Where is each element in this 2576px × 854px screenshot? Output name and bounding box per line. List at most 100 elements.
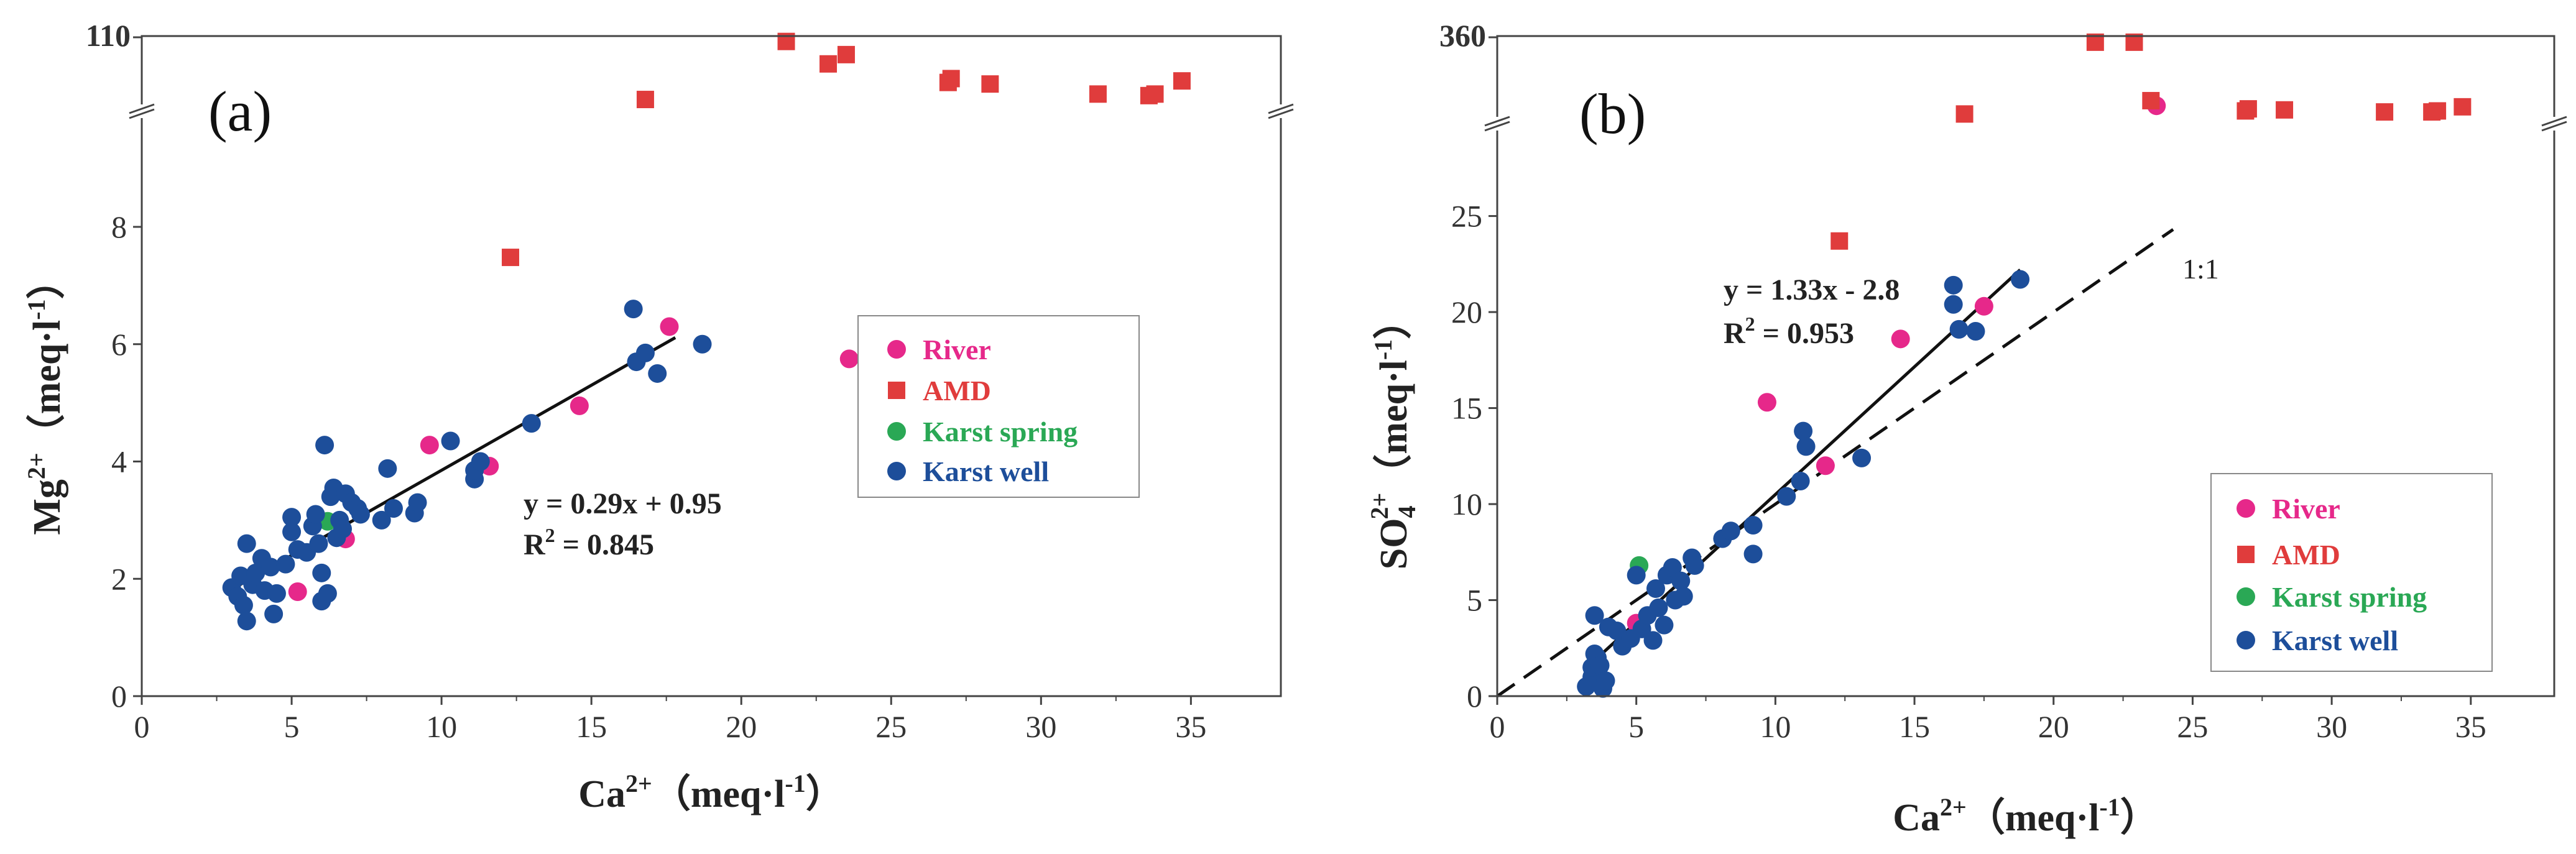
point-karst-well <box>1852 448 1872 467</box>
panel-a-points <box>222 32 1191 631</box>
point-karst-well <box>237 612 256 631</box>
point-amd-above-break <box>942 70 960 88</box>
point-karst-well <box>1949 319 1969 339</box>
panel-b-break-gap-left <box>1485 117 1510 131</box>
y-tick-label: 0 <box>111 679 127 714</box>
point-river <box>839 349 859 369</box>
point-amd-above-break <box>2239 100 2257 118</box>
point-karst-well <box>441 431 460 451</box>
point-river <box>570 396 589 415</box>
panel-a-x-axis-label: Ca2+（meq·l-1） <box>578 769 844 815</box>
panel-b-legend: River AMD Karst spring Karst well <box>2210 473 2493 672</box>
panel-a-legend-marker-river <box>887 340 906 359</box>
point-karst-well <box>648 364 667 383</box>
point-karst-well <box>267 584 286 603</box>
panel-b-break-gap-right <box>2542 117 2567 131</box>
panel-a-legend: River AMD Karst spring Karst well <box>857 315 1140 498</box>
point-karst-well <box>264 604 284 623</box>
panel-a-break-mark-right-1 <box>1268 108 1294 119</box>
point-karst-well <box>333 520 353 539</box>
panel-a-axis-break <box>129 103 1294 119</box>
y-tick-label: 10 <box>1451 487 1482 521</box>
x-tick-label: 15 <box>1899 709 1930 744</box>
point-karst-well <box>1796 437 1816 456</box>
point-karst-well <box>309 534 328 553</box>
point-karst-well <box>1721 521 1740 541</box>
point-karst-well <box>1674 587 1693 606</box>
panel-b-ticks: 0 5 10 15 20 25 30 35 0 5 10 15 20 25 <box>1451 36 2486 744</box>
point-karst-well <box>693 334 712 354</box>
point-karst-well <box>1791 471 1810 490</box>
x-tick-label: 10 <box>1760 709 1791 744</box>
point-river <box>420 436 439 455</box>
panel-b-break-mark-right-1 <box>2541 121 2567 132</box>
point-karst-well <box>635 343 655 362</box>
point-amd-above-break <box>2454 98 2472 116</box>
point-karst-well <box>1627 566 1646 585</box>
point-karst-well <box>282 522 302 541</box>
panel-b-label: (b) <box>1579 82 1646 145</box>
panel-b-legend-marker-river <box>2237 499 2255 518</box>
point-karst-well <box>1649 598 1668 617</box>
point-amd-above-break <box>1089 85 1107 103</box>
point-karst-well <box>315 436 335 455</box>
panel-a-y-axis-label: Mg2+（meq·l-1） <box>22 260 68 535</box>
panel-a-break-gap-right <box>1268 104 1293 118</box>
point-karst-well <box>1671 571 1691 590</box>
panel-b-legend-label-river: River <box>2272 493 2340 525</box>
point-amd-above-break <box>1173 72 1191 90</box>
point-amd <box>1830 232 1849 250</box>
point-amd-above-break <box>819 55 838 73</box>
point-karst-well <box>234 595 253 615</box>
point-karst-well <box>1646 579 1665 598</box>
point-karst-well <box>261 558 280 577</box>
x-tick-label: 5 <box>1628 709 1644 744</box>
point-karst-well <box>282 508 302 527</box>
panel-a: 0 5 10 15 20 25 30 35 0 2 4 6 8 110 (a) y = 0.29x + … <box>22 18 1294 815</box>
point-karst-well <box>408 493 427 512</box>
point-karst-well <box>1585 606 1604 625</box>
y-tick-label: 20 <box>1451 295 1482 329</box>
panel-b-legend-label-karst-well: Karst well <box>2272 625 2398 656</box>
point-karst-well <box>624 300 643 319</box>
point-river <box>1891 329 1910 349</box>
panel-b-legend-marker-karst-spring <box>2237 587 2255 606</box>
point-karst-well <box>237 534 256 553</box>
point-karst-well <box>378 459 397 478</box>
point-river <box>288 582 307 602</box>
panel-b-axis-break <box>1484 116 2567 132</box>
panel-b-legend-box <box>2210 473 2493 672</box>
x-tick-label: 30 <box>2316 709 2347 744</box>
panel-b-r2-value: = 0.953 <box>1755 317 1854 350</box>
point-karst-well <box>522 414 541 433</box>
panel-a-legend-label-river: River <box>923 334 991 365</box>
y-tick-label: 8 <box>111 209 127 244</box>
panel-b-equation: y = 1.33x - 2.8 <box>1724 273 1900 306</box>
panel-a-break-mark-left-1 <box>129 108 155 119</box>
point-karst-well <box>1590 656 1610 675</box>
panel-a-label: (a) <box>208 80 272 143</box>
panel-a-ticks: 0 5 10 15 20 25 30 35 0 2 4 6 8 <box>111 36 1206 744</box>
panel-a-legend-marker-amd <box>888 382 905 399</box>
x-tick-label: 25 <box>875 709 907 744</box>
panel-a-r2-main: R <box>524 528 546 561</box>
point-karst-well <box>1685 556 1704 575</box>
y-tick-label: 15 <box>1451 391 1482 426</box>
point-karst-well <box>471 452 490 471</box>
point-river <box>1757 393 1776 412</box>
point-karst-well <box>1944 275 1963 295</box>
x-tick-label: 25 <box>2177 709 2208 744</box>
panel-b-y-axis-label: SO42+（meq·l-1） <box>1365 301 1421 569</box>
point-karst-well <box>1607 621 1627 640</box>
point-amd-above-break <box>1955 105 1974 123</box>
x-tick-label: 5 <box>284 709 300 744</box>
point-karst-well <box>1944 295 1963 314</box>
point-karst-well <box>1655 615 1674 635</box>
point-karst-well <box>384 499 403 518</box>
point-amd <box>501 249 519 267</box>
x-tick-label: 10 <box>426 709 457 744</box>
point-karst-well <box>1596 671 1615 691</box>
x-tick-label: 35 <box>1175 709 1206 744</box>
panel-b-break-mark-left-1 <box>1484 121 1510 132</box>
point-amd-above-break <box>2276 101 2294 119</box>
